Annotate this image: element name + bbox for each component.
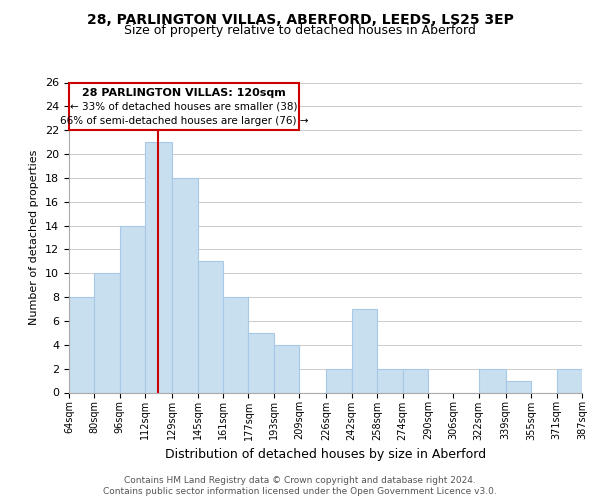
Text: 66% of semi-detached houses are larger (76) →: 66% of semi-detached houses are larger (…	[60, 116, 308, 126]
Bar	[94, 274, 120, 392]
Bar	[69, 297, 94, 392]
Y-axis label: Number of detached properties: Number of detached properties	[29, 150, 40, 325]
Bar	[197, 262, 223, 392]
Bar	[274, 345, 299, 393]
Bar	[377, 368, 403, 392]
Text: 28, PARLINGTON VILLAS, ABERFORD, LEEDS, LS25 3EP: 28, PARLINGTON VILLAS, ABERFORD, LEEDS, …	[86, 12, 514, 26]
X-axis label: Distribution of detached houses by size in Aberford: Distribution of detached houses by size …	[165, 448, 486, 461]
Text: Contains HM Land Registry data © Crown copyright and database right 2024.: Contains HM Land Registry data © Crown c…	[124, 476, 476, 485]
Bar	[352, 309, 377, 392]
Text: Size of property relative to detached houses in Aberford: Size of property relative to detached ho…	[124, 24, 476, 37]
Bar	[248, 333, 274, 392]
Bar	[223, 297, 248, 392]
Bar	[403, 368, 428, 392]
Bar	[172, 178, 197, 392]
Text: ← 33% of detached houses are smaller (38): ← 33% of detached houses are smaller (38…	[70, 102, 298, 112]
Bar	[506, 380, 531, 392]
Bar	[145, 142, 172, 393]
Text: Contains public sector information licensed under the Open Government Licence v3: Contains public sector information licen…	[103, 488, 497, 496]
Bar	[479, 368, 506, 392]
Bar	[326, 368, 352, 392]
Bar	[557, 368, 582, 392]
Bar	[120, 226, 145, 392]
Text: 28 PARLINGTON VILLAS: 120sqm: 28 PARLINGTON VILLAS: 120sqm	[82, 88, 286, 99]
FancyBboxPatch shape	[69, 82, 299, 130]
